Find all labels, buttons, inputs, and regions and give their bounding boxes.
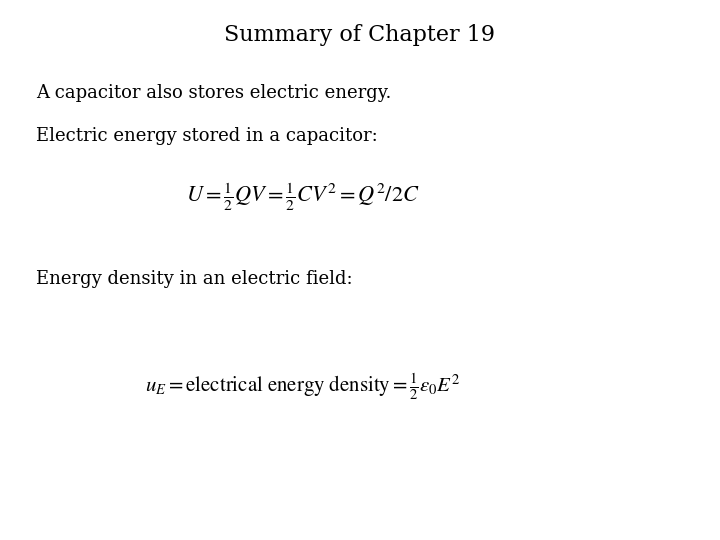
Text: $u_E = \mathrm{electrical\ energy\ density} = \frac{1}{2}\varepsilon_0 E^2$: $u_E = \mathrm{electrical\ energy\ densi… xyxy=(145,370,460,402)
Text: A capacitor also stores electric energy.: A capacitor also stores electric energy. xyxy=(36,84,392,102)
Text: Energy density in an electric field:: Energy density in an electric field: xyxy=(36,270,353,288)
Text: $U = \frac{1}{2}QV = \frac{1}{2}CV^2 = Q^2/2C$: $U = \frac{1}{2}QV = \frac{1}{2}CV^2 = Q… xyxy=(186,181,419,213)
Text: Electric energy stored in a capacitor:: Electric energy stored in a capacitor: xyxy=(36,127,378,145)
Text: Summary of Chapter 19: Summary of Chapter 19 xyxy=(225,24,495,46)
